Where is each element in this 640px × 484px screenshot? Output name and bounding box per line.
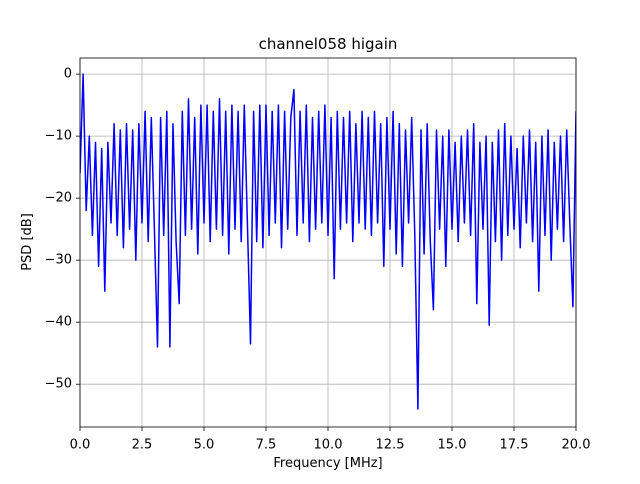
x-tick-label: 20.0 [562,438,591,453]
y-tick-label: −30 [45,253,72,268]
x-tick-label: 5.0 [194,438,215,453]
x-axis-label: Frequency [MHz] [273,456,382,471]
y-tick-label: 0 [64,67,72,82]
y-tick-label: −50 [45,377,72,392]
x-tick-label: 10.0 [314,438,343,453]
x-tick-label: 2.5 [132,438,153,453]
chart-title: channel058 higain [259,35,398,53]
x-tick-label: 0.0 [70,438,91,453]
psd-line [80,73,576,410]
y-tick-label: −40 [45,315,72,330]
x-tick-label: 17.5 [500,438,529,453]
y-axis-label: PSD [dB] [20,213,35,271]
x-tick-label: 15.0 [438,438,467,453]
x-tick-label: 12.5 [376,438,405,453]
y-tick-label: −10 [45,129,72,144]
x-tick-label: 7.5 [256,438,277,453]
axes-frame [79,57,577,428]
y-tick-label: −20 [45,191,72,206]
